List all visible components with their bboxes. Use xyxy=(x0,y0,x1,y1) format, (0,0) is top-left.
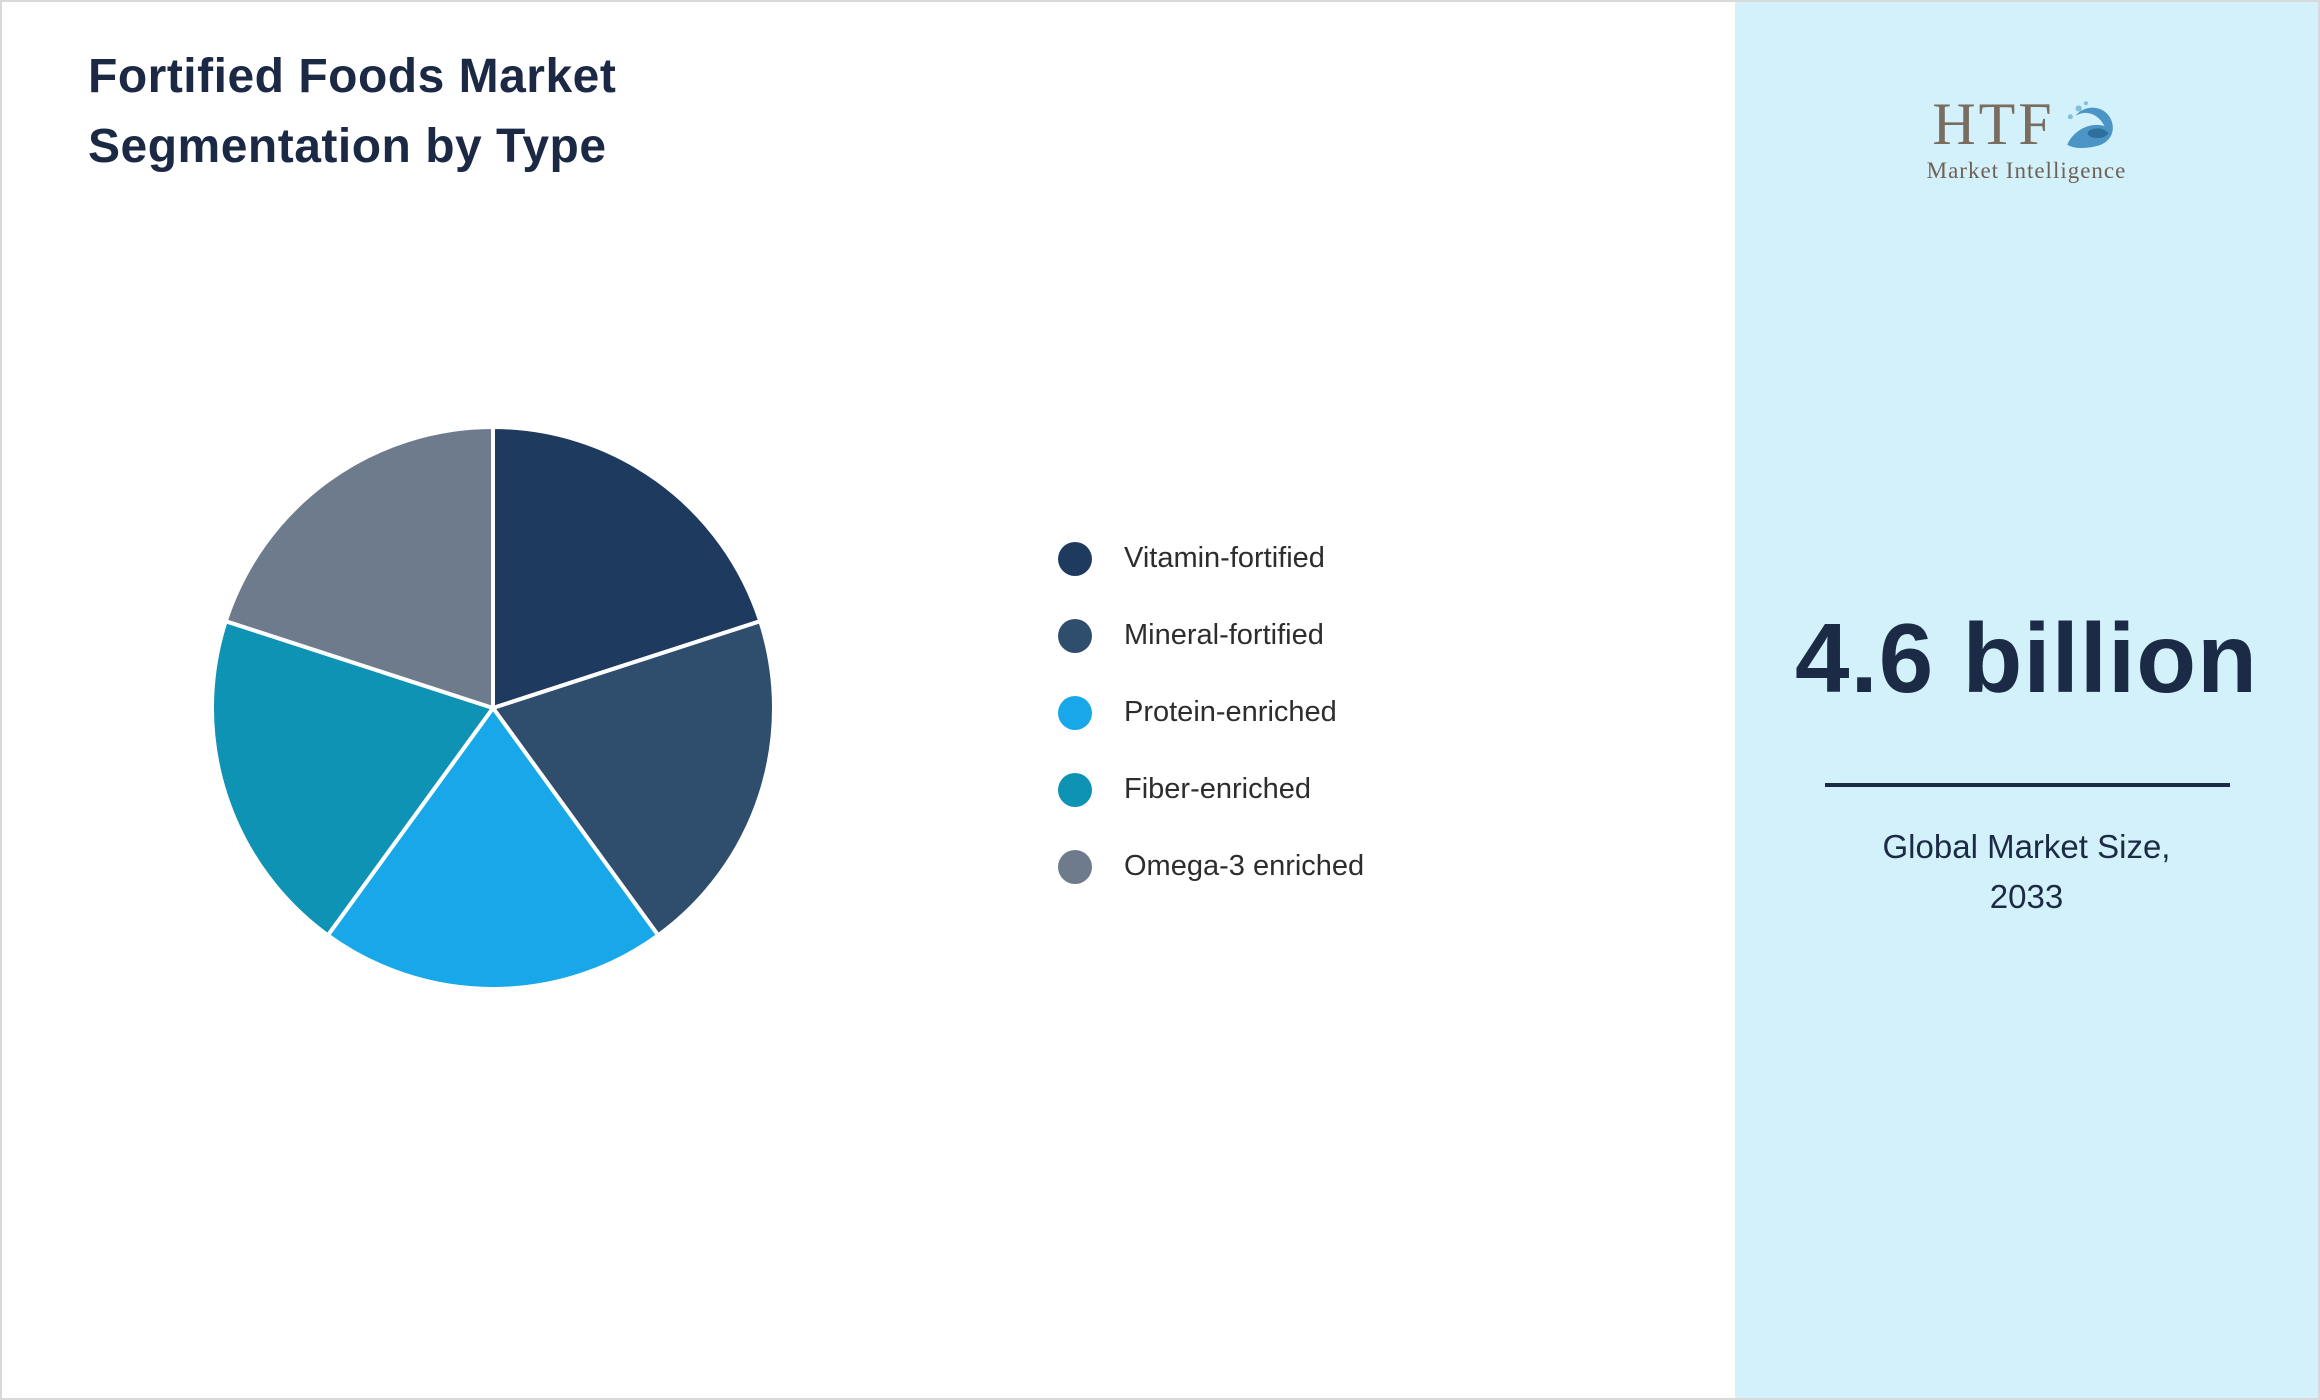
pie-slice-mineral-fortified xyxy=(491,619,776,938)
pie-slice-protein-enriched xyxy=(325,706,661,991)
page-title: Fortified Foods Market Segmentation by T… xyxy=(88,42,616,181)
pie-slice-fiber-enriched xyxy=(210,619,495,938)
legend-item: Protein-enriched xyxy=(1058,674,1364,751)
legend-label: Fiber-enriched xyxy=(1124,773,1311,805)
legend-label: Vitamin-fortified xyxy=(1124,542,1325,574)
legend-label: Omega-3 enriched xyxy=(1124,850,1365,882)
pie-slice-vitamin-fortified xyxy=(491,425,763,710)
legend-swatch-fiber-enriched xyxy=(1058,772,1092,807)
legend-label: Protein-enriched xyxy=(1124,696,1337,728)
legend-label: Mineral-fortified xyxy=(1124,619,1324,651)
dolphin-icon xyxy=(2066,101,2113,149)
logo-subtext: Market Intelligence xyxy=(1926,158,2127,183)
pie-slice-omega-3-enriched xyxy=(223,425,495,710)
title-line-1: Fortified Foods Market xyxy=(88,50,617,103)
legend-swatch-mineral-fortified xyxy=(1058,618,1092,653)
legend-swatch-vitamin-fortified xyxy=(1058,541,1092,576)
chart-legend: Vitamin-fortified Mineral-fortified Prot… xyxy=(1058,520,1364,905)
legend-item: Fiber-enriched xyxy=(1058,751,1364,828)
legend-swatch-omega-3-enriched xyxy=(1058,849,1092,884)
htf-logo: HTF Market Intelligence xyxy=(1735,94,2318,184)
metric-caption-line-2: 2033 xyxy=(1989,877,2064,915)
metric-caption-line-1: Global Market Size, xyxy=(1882,828,2171,865)
legend-item: Omega-3 enriched xyxy=(1058,828,1364,905)
logo-text: HTF xyxy=(1932,91,2055,157)
metric-caption: Global Market Size, 2033 xyxy=(1735,822,2318,921)
pie-chart xyxy=(210,425,776,991)
title-line-2: Segmentation by Type xyxy=(88,119,607,173)
market-size-value: 4.6 billion xyxy=(1795,603,2258,713)
metric-divider xyxy=(1824,783,2230,787)
sidebar: HTF Market Intelligence 4.6 billion Glob… xyxy=(1735,2,2318,1398)
legend-swatch-protein-enriched xyxy=(1058,695,1092,730)
legend-item: Vitamin-fortified xyxy=(1058,520,1364,597)
legend-item: Mineral-fortified xyxy=(1058,597,1364,674)
